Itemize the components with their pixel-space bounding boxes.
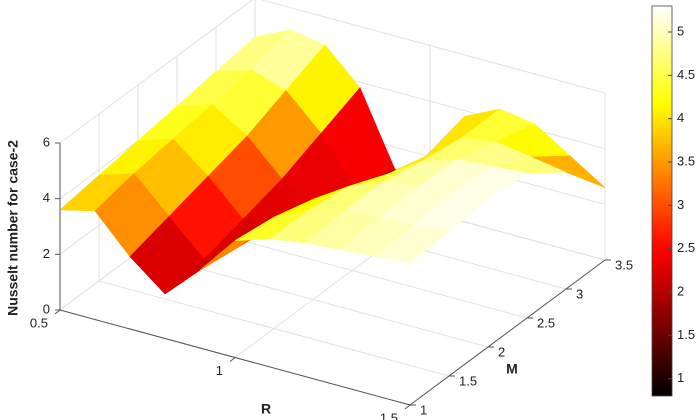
- x-tick-label: 1.5: [380, 410, 398, 420]
- z-axis-title: Nusselt number for case-2: [5, 140, 21, 316]
- z-tick-label: 4: [43, 190, 50, 205]
- x-tick-label: 0.5: [30, 315, 48, 330]
- colorbar-tick-label: 1: [677, 370, 684, 385]
- colorbar: [651, 5, 673, 397]
- x-tick: [404, 404, 411, 410]
- axis-line: [409, 259, 606, 406]
- x-tick-label: 1: [216, 363, 223, 378]
- z-tick-label: 2: [43, 246, 50, 261]
- y-tick-label: 3: [576, 286, 583, 301]
- z-tick-label: 0: [43, 301, 50, 316]
- y-tick-label: 1: [420, 402, 427, 417]
- colorbar-tick-label: 2.5: [677, 240, 695, 255]
- y-tick-label: 3.5: [615, 257, 633, 272]
- colorbar-tick-label: 3: [677, 197, 684, 212]
- colorbar-tick-label: 4.5: [677, 67, 695, 82]
- y-tick-label: 1.5: [459, 373, 477, 388]
- colorbar-ticks: 1 1.5 2 2.5 3 3.5 4 4.5 5: [668, 23, 695, 385]
- surface-patch: [374, 224, 450, 264]
- colorbar-tick-label: 2: [677, 283, 684, 298]
- surface: [59, 29, 606, 295]
- y-tick-label: 2: [498, 344, 505, 359]
- z-tick-label: 6: [43, 134, 50, 149]
- grid-line: [98, 280, 450, 377]
- y-tick-label: 2.5: [537, 315, 555, 330]
- grid-line: [260, 0, 606, 94]
- x-tick: [229, 357, 236, 362]
- axes: 0.5 1 1.5 1 1.5 2 2.5 3 3.5 0 2 4 6: [30, 134, 633, 420]
- colorbar-tick-label: 5: [677, 23, 684, 38]
- colorbar-tick-label: 1.5: [677, 327, 695, 342]
- grid-line: [59, 0, 254, 144]
- x-tick: [54, 309, 61, 315]
- y-axis-title: M: [506, 361, 518, 377]
- colorbar-tick-label: 4: [677, 110, 684, 125]
- x-axis-title: R: [261, 401, 271, 417]
- colorbar-tick-label: 3.5: [677, 153, 695, 168]
